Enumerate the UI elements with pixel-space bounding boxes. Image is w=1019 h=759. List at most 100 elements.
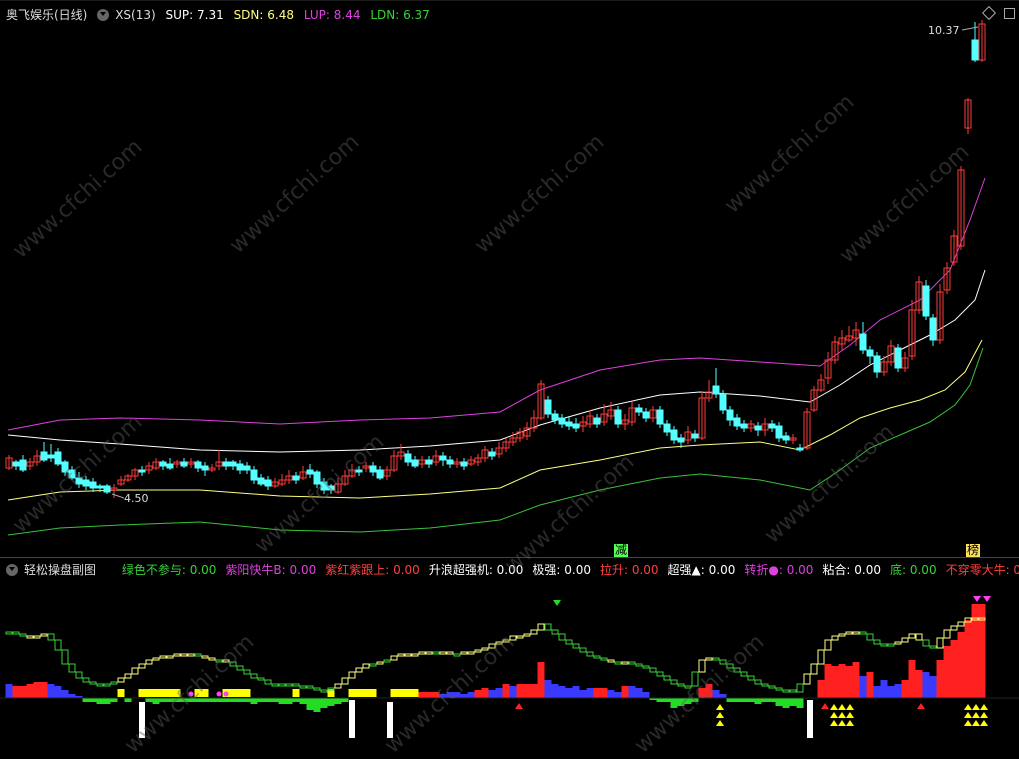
trend-step-box — [460, 651, 468, 655]
signal-triangle — [964, 712, 972, 718]
candle-body — [579, 421, 587, 427]
trend-step-box — [845, 631, 853, 635]
sub-title[interactable]: 轻松操盘副图 — [24, 563, 97, 577]
trend-step-box — [103, 683, 111, 687]
candle-body — [47, 454, 55, 459]
trend-step-box — [215, 659, 223, 663]
candle-body — [712, 385, 720, 395]
histogram-bar — [47, 684, 55, 698]
histogram-bar — [530, 684, 538, 698]
trend-step-box — [117, 677, 125, 683]
indicator-menu-icon[interactable] — [97, 9, 110, 21]
histogram-bar-negative — [677, 698, 685, 706]
candle-body — [859, 333, 867, 351]
trend-step-box — [369, 663, 377, 667]
yellow-signal-box — [152, 689, 160, 697]
candle-body — [670, 429, 678, 441]
histogram-bar — [502, 684, 510, 698]
candle-body — [978, 23, 986, 61]
candle-body — [915, 281, 923, 311]
trend-step-box — [726, 663, 734, 669]
candle-body — [635, 407, 643, 413]
candle-body — [551, 413, 559, 421]
candle-body — [971, 39, 979, 61]
yellow-signal-box — [117, 689, 125, 697]
trend-step-box — [838, 633, 846, 637]
trend-step-box — [936, 637, 944, 649]
trend-step-box — [474, 649, 482, 653]
trend-step-box — [537, 623, 545, 631]
histogram-bar — [817, 680, 825, 698]
signal-triangle — [821, 703, 829, 709]
histogram-bar — [943, 646, 951, 698]
candle-body — [782, 435, 790, 441]
histogram-bar — [831, 666, 839, 698]
candle-body — [12, 461, 20, 467]
signal-triangle — [838, 712, 846, 718]
trend-step-box — [922, 639, 930, 647]
yellow-signal-box — [327, 689, 335, 697]
histogram-bar — [544, 680, 552, 698]
trend-step-box — [817, 649, 825, 665]
histogram-bar-negative — [747, 698, 755, 702]
trend-step-box — [544, 623, 552, 631]
candle-body — [845, 335, 853, 341]
trend-step-box — [943, 629, 951, 639]
trend-step-box — [12, 631, 20, 635]
yellow-signal-box — [390, 689, 398, 697]
ldn-value: LDN: 6.37 — [370, 8, 430, 22]
trend-step-box — [957, 621, 965, 627]
candle-body — [432, 455, 440, 463]
yellow-signal-box — [348, 689, 356, 697]
histogram-bar — [19, 686, 27, 698]
histogram-bar-negative — [173, 698, 181, 702]
signal-triangle — [917, 703, 925, 709]
trend-step-box — [754, 679, 762, 685]
histogram-bar-negative — [656, 698, 664, 702]
trend-step-box — [733, 667, 741, 673]
signal-triangle — [983, 596, 991, 602]
trend-step-box — [187, 653, 195, 657]
candle-body — [425, 459, 433, 465]
turning-dot — [188, 691, 194, 697]
white-signal-bar — [387, 702, 393, 738]
candle-body — [411, 459, 419, 467]
trend-step-box — [712, 657, 720, 661]
trend-step-box — [908, 633, 916, 639]
trend-step-box — [89, 681, 97, 685]
histogram-bar — [852, 662, 860, 698]
trend-step-box — [894, 641, 902, 645]
sub-indicator-item: 转折●: 0.00 — [744, 563, 814, 577]
trend-step-box — [96, 683, 104, 687]
histogram-bar-negative — [789, 698, 797, 706]
trend-step-box — [348, 671, 356, 679]
white-signal-bar — [139, 702, 145, 738]
trend-step-box — [509, 635, 517, 641]
trend-step-box — [670, 679, 678, 685]
candle-body — [208, 467, 216, 471]
candle-body — [404, 453, 412, 463]
histogram-bar — [579, 690, 587, 698]
trend-step-box — [642, 665, 650, 669]
trend-step-box — [649, 667, 657, 673]
main-title[interactable]: 奥飞娱乐(日线) — [6, 8, 88, 22]
lup-value: LUP: 8.44 — [303, 8, 361, 22]
candle-body — [166, 463, 174, 469]
candle-body — [19, 459, 27, 471]
histogram-bar — [75, 696, 83, 698]
sub-indicator-menu-icon[interactable] — [6, 564, 18, 576]
panel-divider[interactable] — [0, 557, 1019, 558]
histogram-bar-negative — [670, 698, 678, 708]
indicator-name[interactable]: XS(13) — [115, 8, 156, 22]
trend-step-box — [208, 657, 216, 661]
histogram-bar — [509, 686, 517, 698]
signal-triangle — [830, 720, 838, 726]
yellow-signal-box — [243, 689, 251, 697]
maximize-icon[interactable] — [1004, 8, 1015, 19]
white-signal-bar — [349, 700, 355, 738]
trend-step-box — [929, 645, 937, 649]
trend-step-box — [635, 663, 643, 667]
trend-step-box — [166, 655, 174, 659]
signal-triangle — [964, 704, 972, 710]
histogram-bar — [859, 676, 867, 698]
